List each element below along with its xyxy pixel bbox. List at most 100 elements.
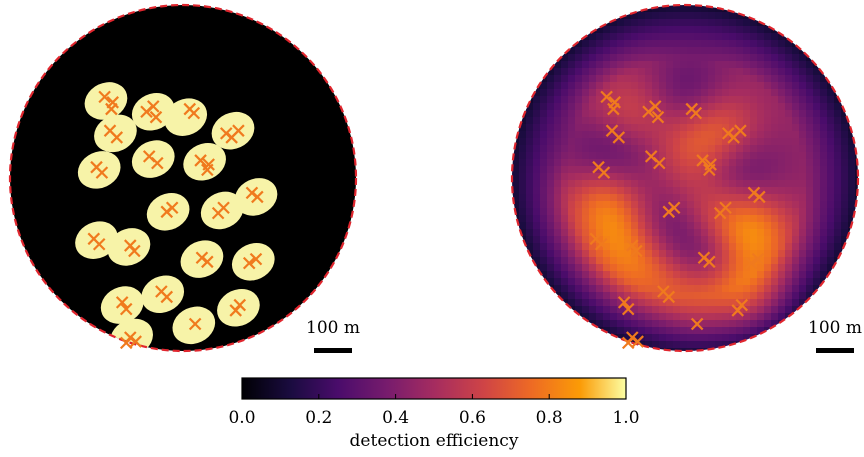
heat-cell [596,201,604,209]
heat-cell [778,215,786,223]
heat-cell [736,229,744,237]
heat-cell [596,222,604,230]
heat-cell [694,159,702,167]
heat-cell [743,208,751,216]
heat-cell [603,334,611,342]
heat-cell [799,236,807,244]
heat-cell [722,159,730,167]
heat-cell [778,299,786,307]
heat-cell [771,208,779,216]
heat-cell [764,40,772,48]
heat-cell [680,124,688,132]
heat-cell [631,47,639,55]
heat-cell [820,201,828,209]
heat-cell [666,152,674,160]
heat-cell [610,103,618,111]
heat-cell [799,180,807,188]
heat-cell [722,124,730,132]
heat-cell [757,215,765,223]
heat-cell [736,222,744,230]
heat-cell [694,131,702,139]
heat-cell [715,285,723,293]
heat-cell [778,131,786,139]
heat-cell [834,103,842,111]
heat-cell [624,257,632,265]
heat-cell [526,222,534,230]
heat-cell [554,201,562,209]
heat-cell [666,124,674,132]
heat-cell [813,152,821,160]
heat-cell [673,89,681,97]
heat-cell [603,75,611,83]
heat-cell [680,68,688,76]
heat-cell [792,103,800,111]
heat-cell [596,292,604,300]
heat-cell [757,313,765,321]
heat-cell [624,19,632,27]
heat-cell [617,285,625,293]
heat-cell [603,201,611,209]
heat-cell [715,299,723,307]
heat-cell [722,348,730,351]
heat-cell [554,61,562,69]
heat-cell [736,145,744,153]
heat-cell [561,222,569,230]
heat-cell [547,292,555,300]
heat-cell [729,243,737,251]
heat-cell [645,285,653,293]
heat-cell [827,257,835,265]
heat-cell [701,124,709,132]
heat-cell [680,145,688,153]
heat-cell [764,285,772,293]
heat-cell [645,82,653,90]
heat-cell [526,124,534,132]
heat-cell [533,152,541,160]
heat-cell [806,243,814,251]
heat-cell [659,103,667,111]
heat-cell [680,215,688,223]
heat-cell [771,285,779,293]
heat-cell [561,215,569,223]
heat-cell [673,138,681,146]
heat-cell [568,138,576,146]
heat-cell [722,166,730,174]
heat-cell [820,173,828,181]
heat-cell [841,131,849,139]
heat-cell [722,285,730,293]
heat-cell [743,215,751,223]
heat-cell [701,61,709,69]
heat-cell [736,320,744,328]
heat-cell [554,194,562,202]
heat-cell [736,264,744,272]
heat-cell [694,12,702,20]
heat-cell [638,124,646,132]
heat-cell [533,103,541,111]
heat-cell [778,278,786,286]
heat-cell [806,236,814,244]
heat-cell [757,187,765,195]
heat-cell [813,250,821,258]
heat-cell [673,327,681,335]
heat-cell [855,166,858,174]
heat-cell [666,250,674,258]
heat-cell [680,201,688,209]
heat-cell [617,68,625,76]
left-scale-label: 100 m [306,318,360,338]
heat-cell [813,285,821,293]
heat-cell [680,117,688,125]
heat-cell [750,110,758,118]
station-marker-15 [653,156,666,170]
heat-cell [680,103,688,111]
heat-cell [519,138,527,146]
heat-cell [596,26,604,34]
heat-cell [526,187,534,195]
heat-cell [827,117,835,125]
heat-cell [841,96,849,104]
heat-cell [582,40,590,48]
heat-cell [638,26,646,34]
heat-cell [701,334,709,342]
heat-cell [673,215,681,223]
heat-cell [729,215,737,223]
heat-cell [673,236,681,244]
heat-cell [792,33,800,41]
